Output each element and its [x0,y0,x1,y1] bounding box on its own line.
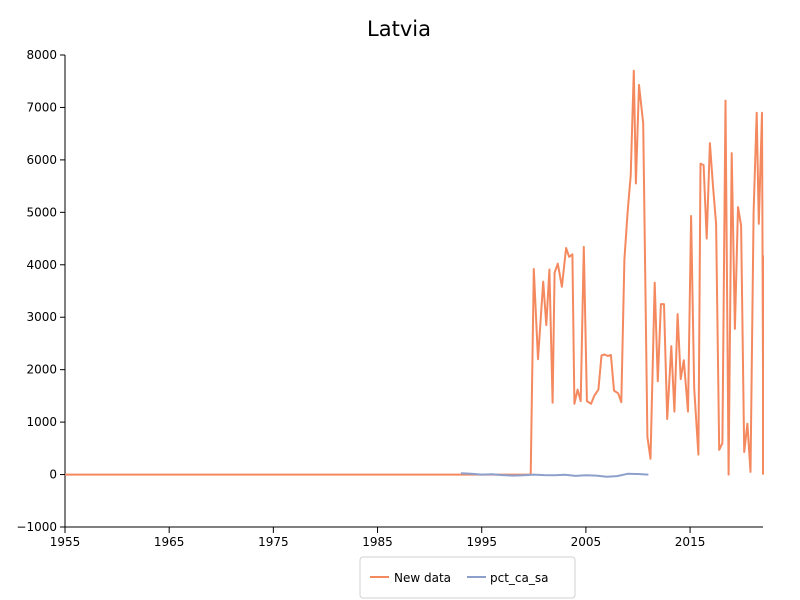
y-tick-label: 4000 [26,258,57,272]
series-line-1 [460,472,649,478]
y-tick-label: −1000 [16,520,57,534]
y-tick-label: 0 [49,468,57,482]
x-tick-label: 1985 [362,535,393,549]
y-tick-label: 8000 [26,48,57,62]
y-tick-label: 2000 [26,363,57,377]
legend: New data pct_ca_sa [359,556,576,599]
y-tick-label: 7000 [26,100,57,114]
y-tick-label: 6000 [26,153,57,167]
legend-label-0: New data [394,571,451,585]
legend-label-1: pct_ca_sa [490,571,548,585]
x-tick-label: 1955 [50,535,81,549]
chart-title: Latvia [367,17,431,41]
y-tick-label: 5000 [26,205,57,219]
x-tick-label: 1965 [154,535,185,549]
axes: −1000 0 1000 2000 3000 4000 5000 6000 7000 8000 19… [16,48,763,549]
series-line-0 [65,69,764,476]
y-tick-label: 1000 [26,415,57,429]
y-tick-label: 3000 [26,310,57,324]
series-layer [65,69,764,478]
x-tick-label: 2015 [675,535,706,549]
x-tick-label: 2005 [571,535,602,549]
x-tick-label: 1995 [466,535,497,549]
x-tick-label: 1975 [258,535,289,549]
